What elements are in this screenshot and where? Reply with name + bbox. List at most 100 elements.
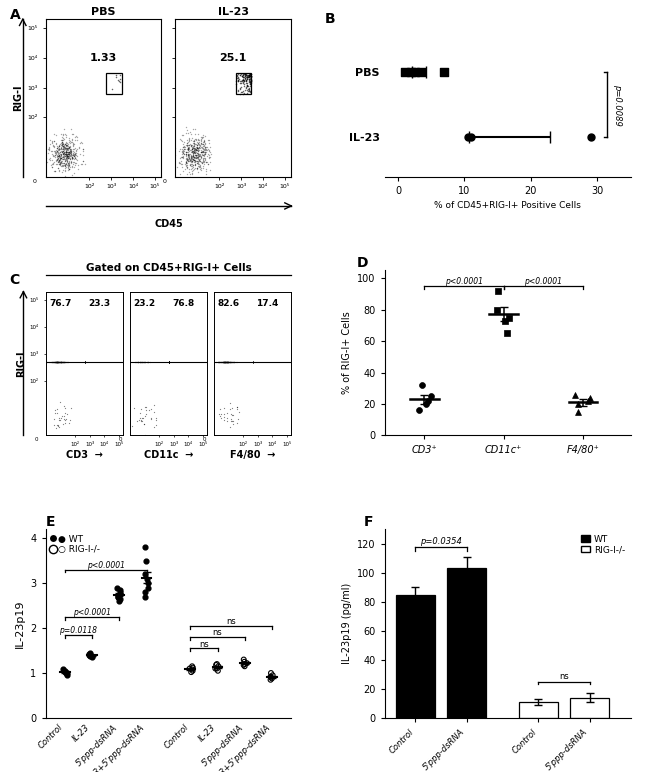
Text: 76.8: 76.8: [172, 299, 194, 308]
Point: [71, 153, 81, 165]
Point: [56, 356, 66, 368]
Point: [164, 356, 174, 368]
Point: [52, 154, 62, 166]
Point: [237, 71, 248, 83]
Point: [67, 151, 77, 163]
Point: [54, 356, 64, 368]
Point: [177, 151, 187, 163]
Point: [222, 356, 232, 368]
Point: [50, 407, 60, 419]
Point: [194, 153, 205, 165]
Point: [56, 356, 66, 368]
Point: [164, 356, 174, 368]
Point: [70, 142, 81, 154]
Point: [245, 76, 255, 89]
Point: [51, 138, 61, 151]
Point: [233, 73, 243, 86]
Point: [164, 356, 174, 368]
Point: [239, 71, 250, 83]
Point: [191, 142, 202, 154]
Point: [184, 149, 194, 161]
Point: [214, 356, 224, 368]
Point: [232, 356, 242, 368]
Point: [164, 356, 174, 368]
Point: [183, 141, 193, 154]
Point: [164, 356, 174, 368]
Point: [218, 356, 228, 368]
Point: [204, 144, 214, 157]
Point: [80, 356, 90, 368]
Point: [182, 152, 192, 164]
Point: [60, 157, 71, 170]
Point: [248, 356, 258, 368]
Point: [191, 149, 202, 161]
Point: [46, 144, 57, 157]
Point: [164, 356, 174, 368]
Point: [64, 162, 74, 174]
Point: [55, 356, 66, 368]
Point: [266, 672, 276, 684]
Point: [229, 356, 240, 368]
Point: [76, 136, 86, 148]
Point: [47, 356, 58, 368]
Point: [80, 356, 90, 368]
Point: [61, 151, 72, 163]
Point: [187, 141, 197, 154]
Point: [164, 356, 174, 368]
Point: [50, 404, 60, 416]
Point: [177, 147, 188, 159]
Point: [64, 141, 75, 153]
Point: [232, 413, 242, 425]
Point: [245, 77, 255, 90]
Point: [53, 162, 63, 174]
Point: [191, 143, 202, 155]
Point: [205, 151, 215, 163]
Point: [220, 356, 230, 368]
Point: [65, 152, 75, 164]
Point: [240, 84, 250, 96]
Point: [224, 356, 234, 368]
Point: [50, 356, 60, 368]
Point: [56, 152, 66, 164]
Point: [164, 356, 174, 368]
Point: [195, 149, 205, 161]
Point: [164, 356, 174, 368]
Point: [421, 398, 431, 410]
Point: [198, 156, 208, 168]
Point: [197, 156, 207, 168]
Point: [192, 157, 202, 169]
Point: [54, 142, 64, 154]
Point: [63, 160, 73, 172]
Point: [186, 128, 196, 141]
Point: [66, 147, 76, 159]
Point: [231, 74, 242, 86]
Point: [164, 356, 174, 368]
Point: [57, 356, 68, 368]
Point: [53, 149, 63, 161]
Point: [193, 156, 203, 168]
Point: [49, 146, 60, 158]
Point: [400, 66, 410, 78]
Point: [164, 356, 174, 368]
Point: [164, 356, 174, 368]
Point: [54, 356, 64, 368]
Point: [200, 138, 210, 151]
Point: [240, 68, 250, 80]
Point: [202, 141, 212, 153]
Point: [220, 356, 230, 368]
Point: [65, 145, 75, 157]
Point: [58, 137, 68, 150]
Point: [188, 151, 199, 163]
Point: [164, 356, 174, 368]
Point: [198, 134, 209, 147]
Point: [181, 153, 192, 165]
Point: [76, 157, 86, 170]
Point: [164, 356, 174, 368]
Point: [67, 134, 77, 147]
Point: [53, 143, 63, 155]
Point: [187, 152, 198, 164]
Point: [238, 85, 248, 97]
Point: [84, 650, 95, 662]
Point: [242, 79, 252, 91]
Point: [50, 356, 60, 368]
